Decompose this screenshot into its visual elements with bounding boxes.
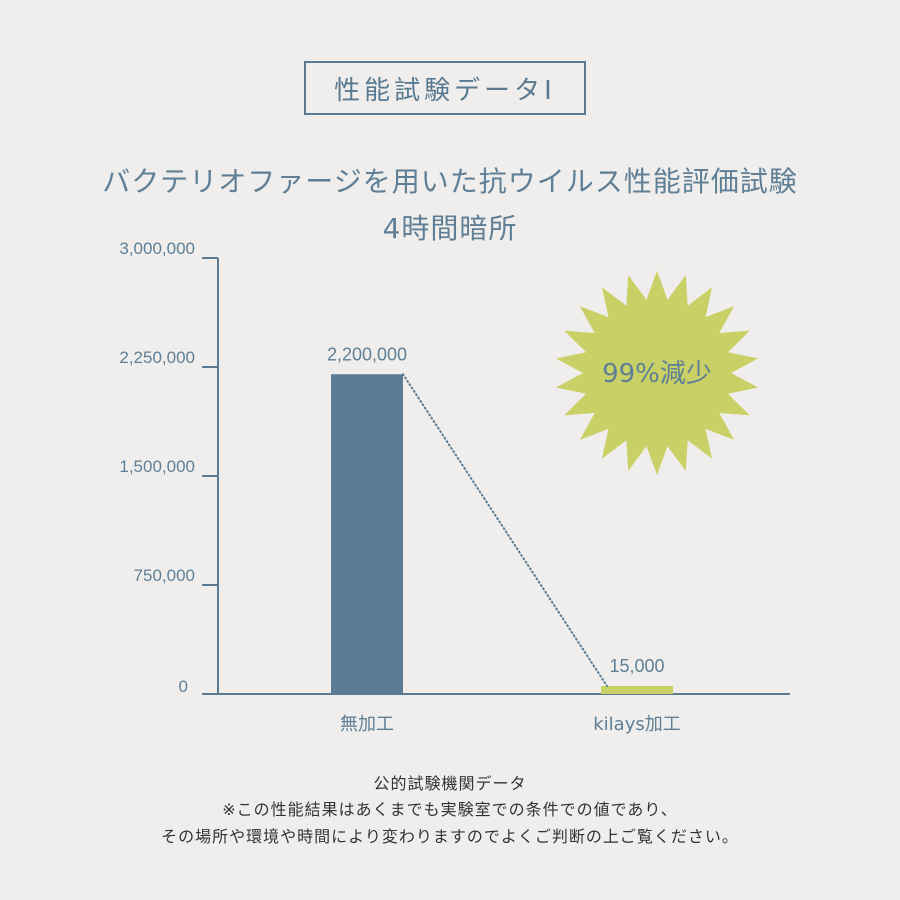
category-label: 無加工 <box>340 714 394 735</box>
data-label: 15,000 <box>609 656 664 676</box>
y-tick-label: 1,500,000 <box>119 457 195 476</box>
starburst-shape <box>556 271 758 475</box>
y-tick-label: 750,000 <box>134 566 195 585</box>
data-label: 2,200,000 <box>327 344 407 364</box>
footnote-disclaimer-1: ※この性能結果はあくまでも実験室での条件での値であり、 <box>222 800 678 819</box>
reduction-label: 99%減少 <box>602 359 712 389</box>
footnote-source: 公的試験機関データ <box>373 774 527 793</box>
category-label: kilays加工 <box>593 714 681 735</box>
y-axis: 0 750,000 1,500,000 2,250,000 3,000,000 <box>119 239 790 696</box>
y-tick-label: 2,250,000 <box>119 348 195 367</box>
section-badge: 性能試験データⅠ <box>304 61 586 115</box>
bar <box>331 374 403 694</box>
y-tick-label: 3,000,000 <box>119 239 195 258</box>
connector <box>402 373 608 687</box>
connector-line <box>402 373 608 687</box>
bar <box>601 686 673 694</box>
reduction-burst: 99%減少 <box>556 271 758 475</box>
y-tick-label: 0 <box>179 677 188 696</box>
labels: 2,200,000 無加工 15,000 kilays加工 <box>327 344 681 735</box>
bars <box>331 374 673 694</box>
chart-title-line1: バクテリオファージを用いた抗ウイルス性能評価試験 <box>102 165 798 198</box>
footnote-disclaimer-2: その場所や環境や時間により変わりますのでよくご判断の上ご覧ください。 <box>161 827 739 846</box>
chart-title-line2: 4時間暗所 <box>382 212 518 245</box>
